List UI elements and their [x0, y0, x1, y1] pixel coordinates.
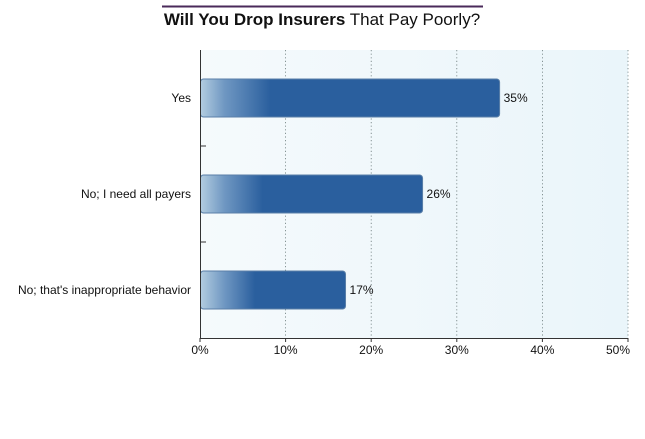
category-label: No; that's inappropriate behavior: [18, 283, 191, 297]
bar: [200, 78, 501, 118]
axes: 0% 10% 20% 30% 40% 50%: [191, 50, 630, 357]
category-label: No; I need all payers: [81, 187, 191, 201]
chart-title: Will You Drop Insurers That Pay Poorly?: [164, 10, 480, 29]
bar: [200, 174, 424, 214]
x-tick-label: 10%: [274, 343, 298, 357]
data-label: 17%: [350, 283, 374, 297]
bar: [200, 270, 347, 310]
data-label: 26%: [427, 187, 451, 201]
x-tick-label: 0%: [191, 343, 209, 357]
category-label: Yes: [171, 91, 191, 105]
data-label: 35%: [504, 91, 528, 105]
bars: Yes 35% No; I need all payers 26% No; that's…: [18, 78, 528, 310]
x-tick-label: 20%: [359, 343, 383, 357]
x-tick-label: 50%: [606, 343, 630, 357]
x-tick-label: 40%: [530, 343, 554, 357]
chart-title-regular: That Pay Poorly?: [345, 10, 480, 29]
x-tick-label: 30%: [445, 343, 469, 357]
chart-title-bold: Will You Drop Insurers: [164, 10, 346, 29]
